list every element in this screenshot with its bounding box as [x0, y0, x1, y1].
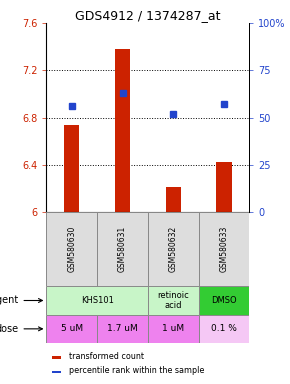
Bar	[199, 314, 249, 343]
Text: DMSO: DMSO	[211, 296, 237, 305]
Text: 5 uM: 5 uM	[61, 324, 83, 333]
Bar	[148, 314, 199, 343]
Bar	[166, 187, 181, 212]
Bar	[97, 212, 148, 286]
Bar	[46, 314, 97, 343]
Bar	[46, 212, 97, 286]
Text: KHS101: KHS101	[81, 296, 114, 305]
Text: 0.1 %: 0.1 %	[211, 324, 237, 333]
Bar	[115, 49, 130, 212]
Bar	[199, 286, 249, 314]
Bar	[97, 314, 148, 343]
Bar	[199, 212, 249, 286]
Text: 1 uM: 1 uM	[162, 324, 184, 333]
Text: agent: agent	[0, 296, 42, 306]
Bar	[46, 286, 148, 314]
Text: 1.7 uM: 1.7 uM	[107, 324, 138, 333]
Text: percentile rank within the sample: percentile rank within the sample	[69, 366, 204, 376]
Bar	[216, 162, 232, 212]
Text: GSM580633: GSM580633	[220, 226, 229, 272]
Bar	[148, 286, 199, 314]
Bar	[52, 371, 61, 374]
Text: transformed count: transformed count	[69, 351, 144, 361]
Bar	[148, 212, 199, 286]
Bar	[52, 356, 61, 359]
Text: GSM580630: GSM580630	[67, 226, 76, 272]
Text: dose: dose	[0, 324, 42, 334]
Bar	[64, 125, 79, 212]
Text: GSM580632: GSM580632	[169, 226, 178, 272]
Text: retinoic
acid: retinoic acid	[157, 291, 189, 310]
Text: GSM580631: GSM580631	[118, 226, 127, 272]
Title: GDS4912 / 1374287_at: GDS4912 / 1374287_at	[75, 9, 221, 22]
